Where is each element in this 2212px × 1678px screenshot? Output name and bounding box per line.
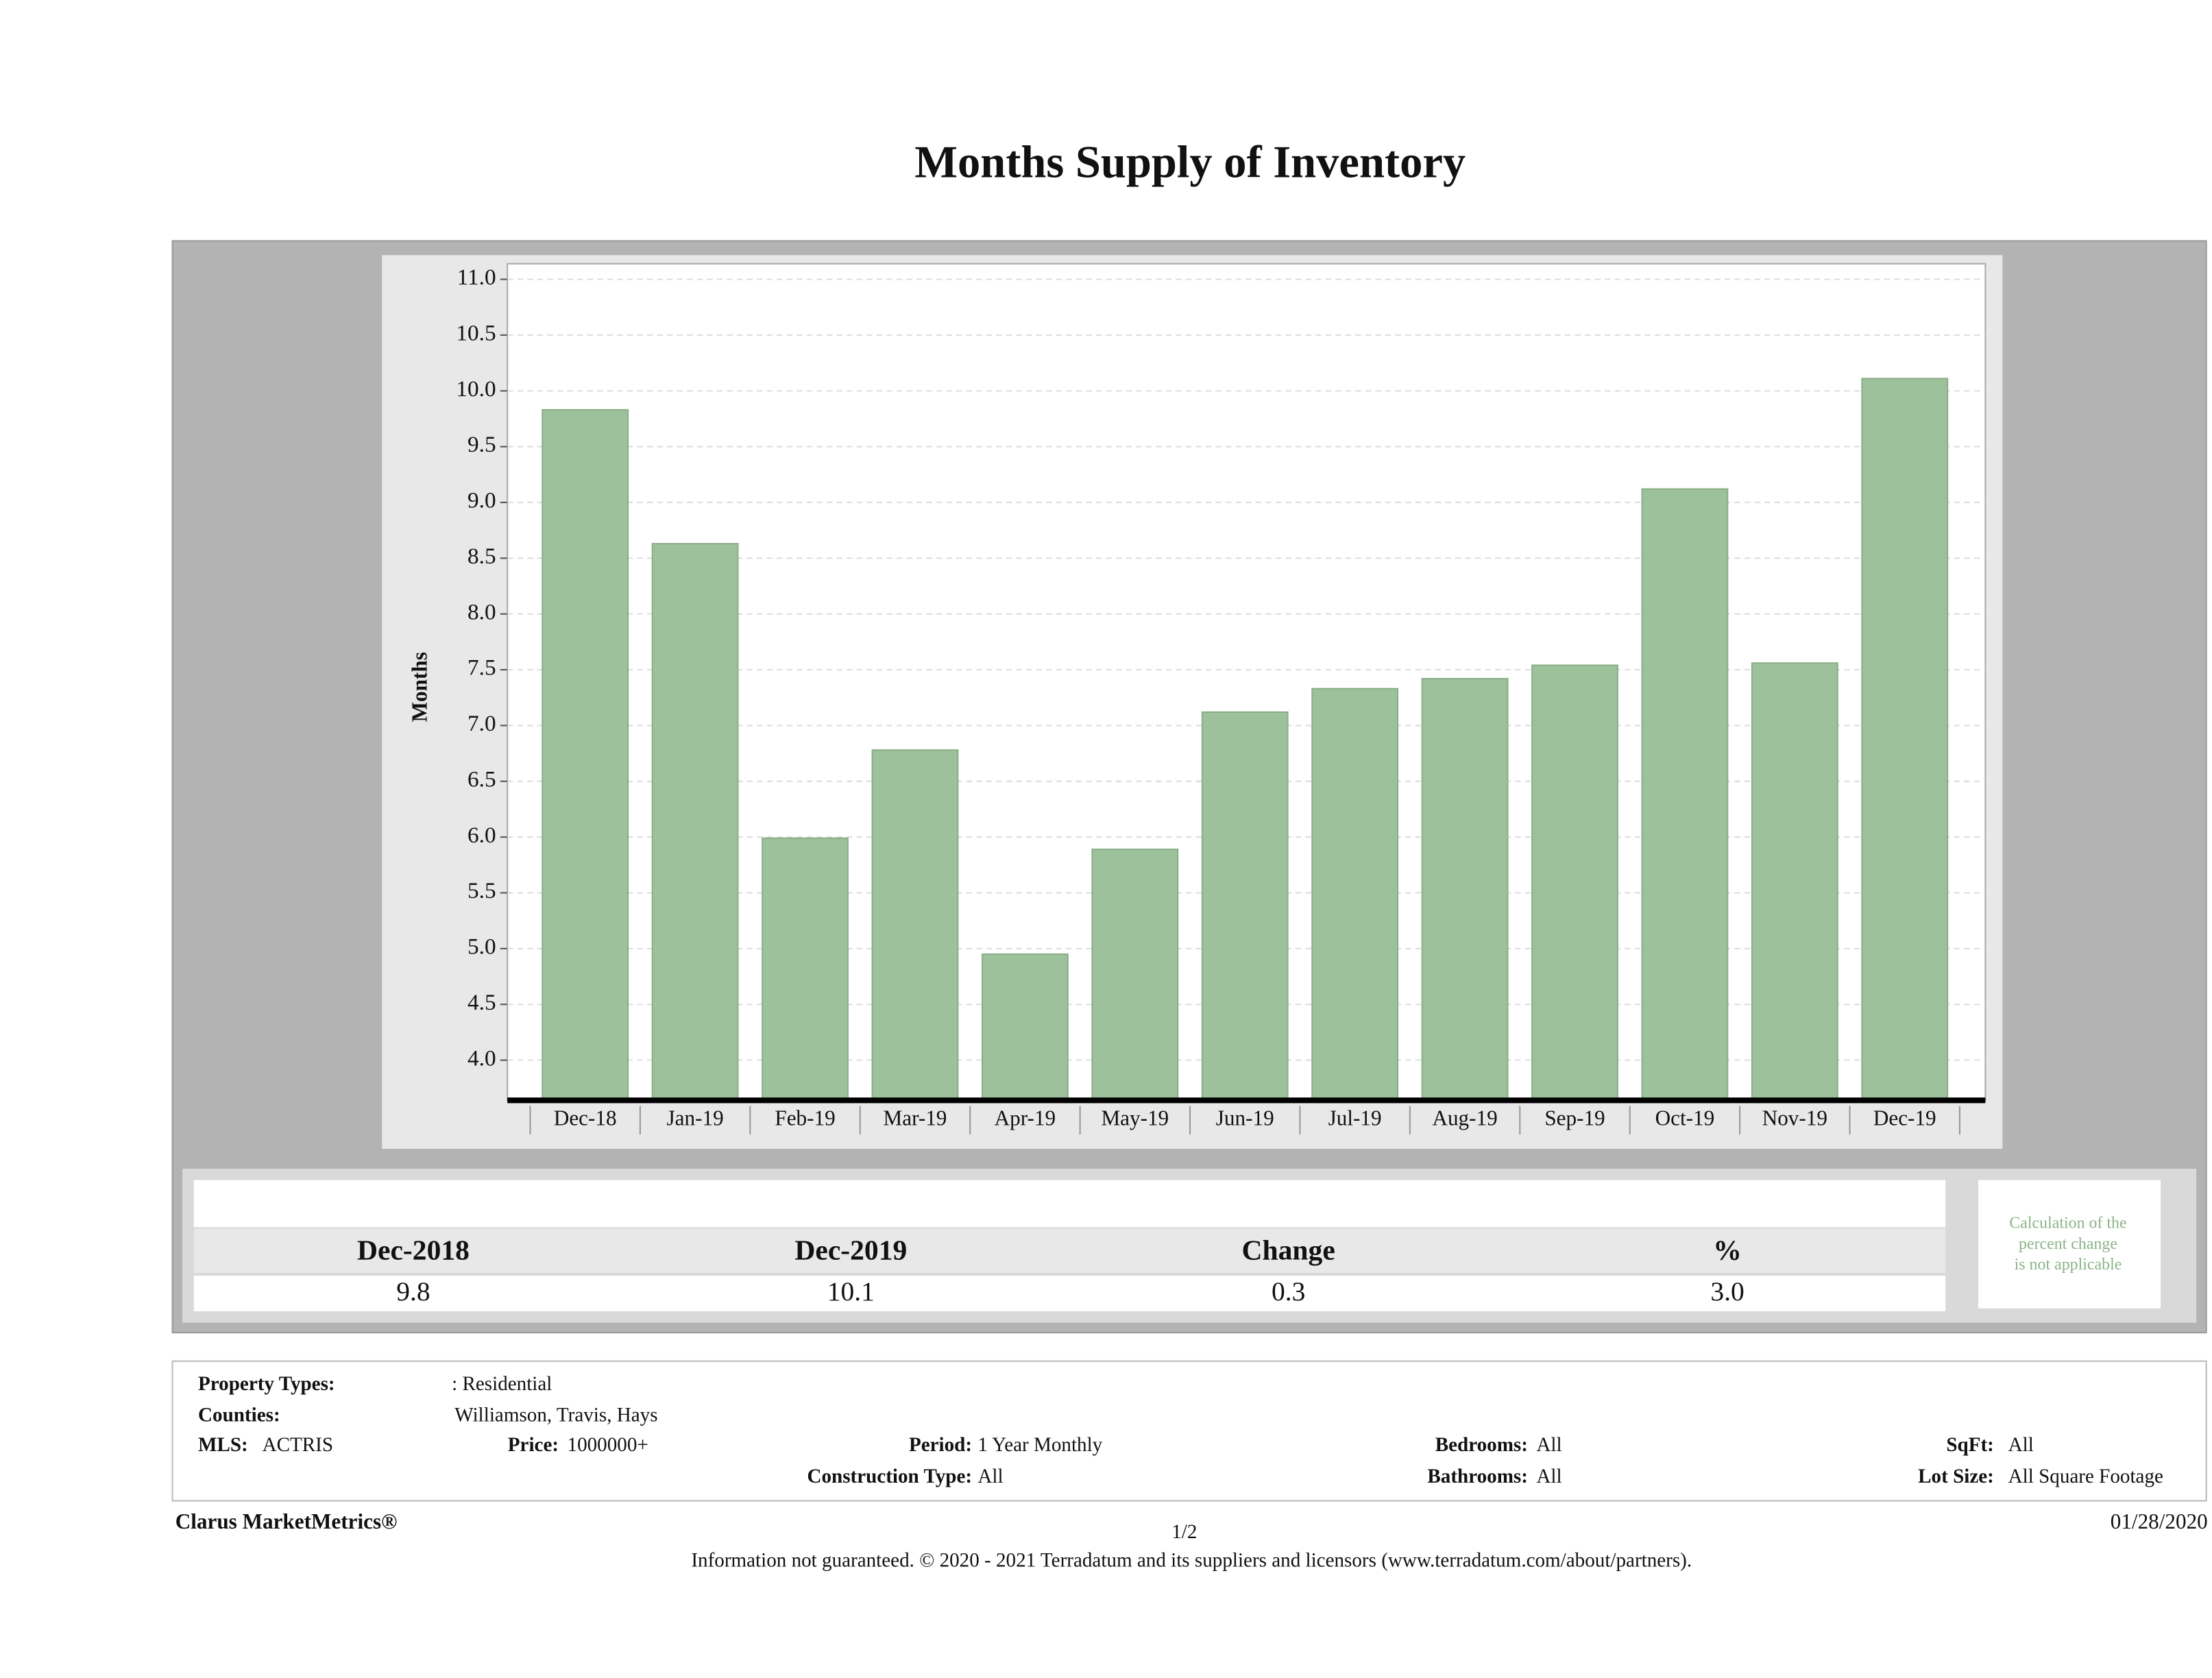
y-tick-label: 6.5: [467, 766, 496, 792]
filters-box: [171, 1360, 2207, 1502]
filter-value: 1 Year Monthly: [977, 1434, 1102, 1456]
summary-note-box: [1978, 1180, 2161, 1309]
bar: [762, 837, 849, 1102]
y-tick-label: 7.5: [467, 655, 496, 681]
filter-label: MLS:: [198, 1434, 248, 1456]
bar: [1421, 678, 1509, 1102]
bar: [1751, 662, 1838, 1102]
bar: [1311, 688, 1399, 1102]
summary-header: %: [1713, 1234, 1742, 1265]
filter-label: Price:: [508, 1434, 559, 1456]
y-tick-label: 9.5: [467, 432, 496, 457]
x-tick-label: Oct-19: [1655, 1106, 1715, 1130]
summary-header: Dec-2018: [357, 1234, 470, 1265]
filter-label: Counties:: [198, 1404, 280, 1426]
summary-header: Change: [1241, 1234, 1335, 1265]
summary-value: 9.8: [396, 1276, 430, 1306]
x-tick-label: Aug-19: [1432, 1106, 1497, 1130]
summary-note: percent change: [2019, 1235, 2117, 1253]
filter-value: All: [1536, 1466, 1561, 1487]
summary-note: Calculation of the: [2009, 1215, 2126, 1232]
summary-header-row: [193, 1228, 1946, 1273]
filter-label: Period:: [909, 1434, 972, 1456]
filter-value: All: [1536, 1434, 1561, 1456]
filter-value: Williamson, Travis, Hays: [454, 1404, 657, 1426]
filter-label: Construction Type:: [807, 1466, 972, 1487]
summary-value-row: [193, 1275, 1946, 1311]
x-tick-label: Jun-19: [1216, 1106, 1274, 1130]
filter-value: ACTRIS: [263, 1434, 333, 1456]
y-tick-label: 8.0: [467, 599, 496, 624]
footer-date: 01/28/2020: [2111, 1509, 2208, 1533]
bar: [1531, 664, 1618, 1102]
y-tick-label: 8.5: [467, 544, 496, 569]
y-tick-label: 4.0: [467, 1045, 496, 1071]
y-tick-label: 5.5: [467, 878, 496, 903]
filter-value: All: [977, 1466, 1003, 1487]
bar: [981, 953, 1069, 1102]
filter-label: Property Types:: [198, 1373, 335, 1395]
filter-label: Bathrooms:: [1427, 1466, 1528, 1487]
bar: [542, 409, 629, 1102]
footer-brand: Clarus MarketMetrics®: [175, 1509, 398, 1533]
filter-label: Lot Size:: [1918, 1466, 1994, 1487]
filter-value: All Square Footage: [2008, 1466, 2163, 1487]
filter-label: SqFt:: [1946, 1434, 1994, 1456]
x-tick-label: Apr-19: [995, 1106, 1056, 1130]
x-tick-label: Mar-19: [884, 1106, 947, 1130]
summary-value: 10.1: [827, 1276, 875, 1306]
x-tick-label: Feb-19: [775, 1106, 835, 1130]
y-tick-label: 4.5: [467, 990, 496, 1015]
y-tick-label: 6.0: [467, 823, 496, 848]
x-tick-label: Nov-19: [1762, 1106, 1827, 1130]
bar: [1201, 711, 1289, 1102]
y-tick-label: 11.0: [457, 265, 496, 290]
footer-page: 1/2: [1171, 1521, 1197, 1543]
x-tick-label: Dec-18: [554, 1106, 617, 1130]
y-axis-label: Months: [408, 652, 432, 722]
summary-value: 0.3: [1272, 1276, 1305, 1306]
y-tick-label: 9.0: [467, 488, 496, 513]
bar: [1641, 488, 1729, 1102]
bar: [871, 749, 959, 1102]
filter-value: 1000000+: [568, 1434, 648, 1456]
y-tick-label: 10.0: [456, 376, 496, 402]
summary-note: is not applicable: [2015, 1256, 2122, 1274]
filter-value: All: [2008, 1434, 2034, 1456]
x-tick-label: Dec-19: [1873, 1106, 1936, 1130]
chart-title: Months Supply of Inventory: [914, 138, 1466, 188]
filter-value: : Residential: [452, 1373, 552, 1395]
y-tick-label: 10.5: [456, 321, 496, 346]
bar: [1861, 378, 1949, 1102]
filter-label: Bedrooms:: [1435, 1434, 1528, 1456]
x-tick-label: Jul-19: [1328, 1106, 1382, 1130]
y-tick-label: 7.0: [467, 711, 496, 736]
footer-disclaimer: Information not guaranteed. © 2020 - 202…: [691, 1550, 1692, 1572]
x-tick-label: Sep-19: [1544, 1106, 1605, 1130]
summary-value: 3.0: [1710, 1276, 1744, 1306]
summary-blank: [193, 1180, 1946, 1228]
x-tick-label: May-19: [1101, 1106, 1169, 1130]
bar: [651, 543, 739, 1102]
bar: [1091, 849, 1179, 1102]
x-tick-label: Jan-19: [667, 1106, 724, 1130]
summary-header: Dec-2019: [794, 1234, 907, 1265]
y-tick-label: 5.0: [467, 934, 496, 960]
